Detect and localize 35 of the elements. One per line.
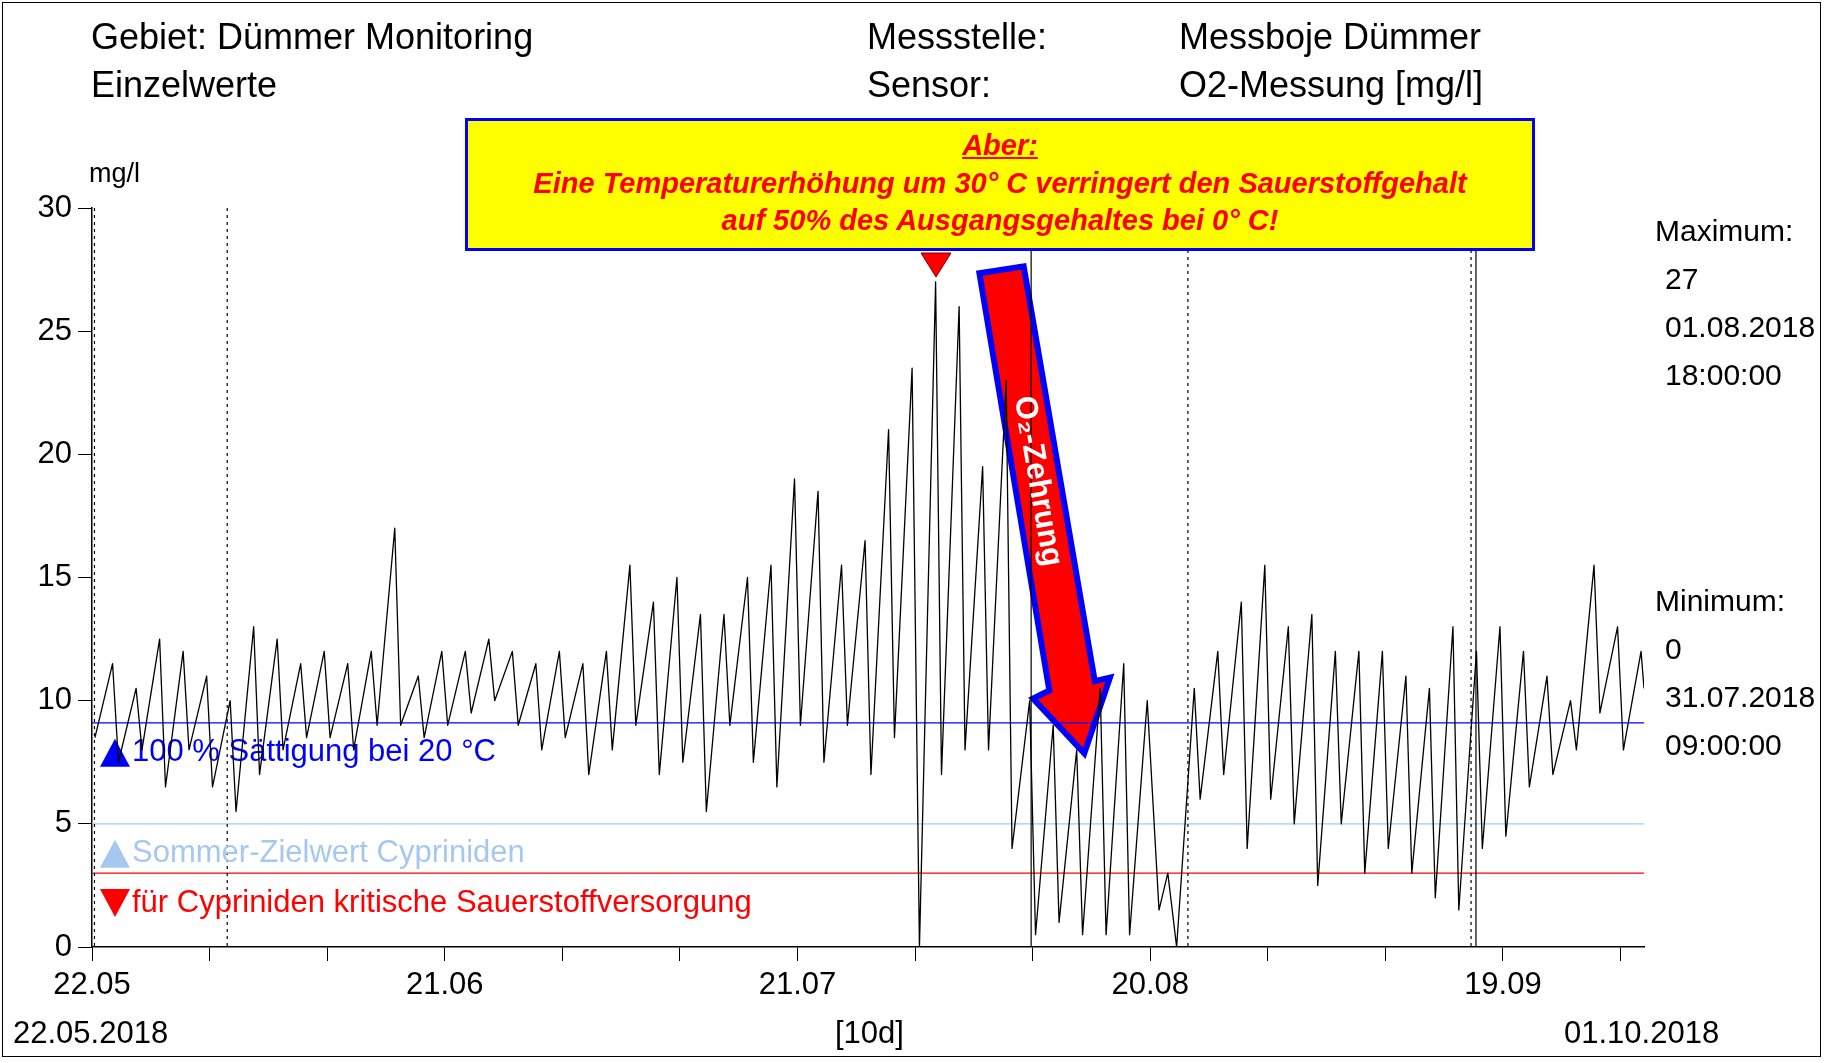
text: 09:00:00	[1665, 728, 1782, 761]
x-tick-label: 21.06	[405, 966, 484, 1002]
chart-title: Gebiet: Dümmer Monitoring	[91, 16, 534, 57]
legend-label: Sommer-Zielwert Cypriniden	[132, 834, 525, 870]
text: 22.05.2018	[13, 1015, 169, 1051]
text: 01.10.2018	[1564, 1015, 1720, 1051]
x-tick-label: 21.07	[758, 966, 837, 1002]
y-tick-label: 30	[37, 188, 72, 224]
y-tick-label: 20	[37, 434, 72, 470]
y-axis-title: mg/l	[89, 158, 141, 189]
x-tick-label: 20.08	[1111, 966, 1189, 1002]
x-tick-label: 22.05	[53, 966, 131, 1002]
text: 18:00:00	[1665, 358, 1782, 391]
chart-subtitle: Einzelwerte	[91, 64, 278, 105]
y-tick-label: 10	[37, 681, 72, 717]
x-axis-title: [10d]	[835, 1015, 904, 1051]
text: Maximum:	[1655, 214, 1794, 247]
callout-box: Aber: Eine Temperaturerhöhung um 30° C verringert den Sauerstoffgehalt auf 50% des Ausgangsgehaltes bei 0° C!	[465, 118, 1535, 251]
text: Messstelle:	[867, 16, 1048, 57]
annotation: auf 50% des Ausgangsgehaltes bei 0° C!	[720, 203, 1280, 239]
y-tick-label: 5	[54, 804, 72, 840]
annotation: O₂-Zehrung	[1006, 392, 1073, 571]
text: 01.08.2018	[1665, 310, 1816, 343]
y-tick-label: 15	[37, 558, 72, 594]
text: 0	[1665, 632, 1682, 665]
text: 31.07.2018	[1665, 680, 1816, 713]
legend-label: für Cypriniden kritische Sauerstoffversorgung	[132, 883, 752, 919]
y-tick-label: 25	[37, 311, 72, 347]
text: Minimum:	[1655, 584, 1786, 617]
text: Messboje Dümmer	[1179, 16, 1482, 57]
y-tick-label: 0	[54, 927, 72, 963]
text: 27	[1665, 262, 1699, 295]
x-tick-label: 19.09	[1464, 966, 1542, 1002]
text: Sensor:	[867, 64, 992, 105]
text: O2-Messung [mg/l]	[1179, 64, 1484, 105]
